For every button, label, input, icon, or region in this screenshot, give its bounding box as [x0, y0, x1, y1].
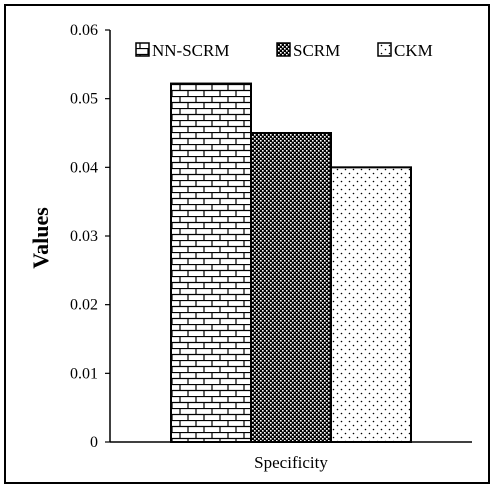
y-tick-label: 0.04	[70, 159, 98, 176]
bar-ckm	[330, 166, 412, 443]
legend-swatch-scrm	[276, 42, 291, 57]
bar-nn-scrm	[170, 82, 252, 443]
legend-label-nn-scrm: NN-SCRM	[152, 41, 229, 60]
y-axis-title: Values	[28, 207, 53, 269]
bars	[170, 82, 412, 443]
legend-label-scrm: SCRM	[293, 41, 340, 60]
y-tick-label: 0	[90, 434, 98, 451]
y-tick-label: 0.01	[70, 365, 98, 382]
y-tick-label: 0.05	[70, 91, 98, 108]
bar-scrm	[250, 132, 332, 443]
x-category-label: Specificity	[254, 453, 328, 472]
legend: NN-SCRM SCRM CKM	[135, 41, 433, 60]
y-tick-label: 0.06	[70, 22, 98, 39]
y-axis-ticks: 0 0.01 0.02 0.03 0.04 0.05 0.06	[70, 22, 110, 451]
legend-label-ckm: CKM	[394, 41, 433, 60]
legend-swatch-ckm	[377, 42, 392, 57]
y-tick-label: 0.02	[70, 297, 98, 314]
legend-swatch-nn-scrm	[135, 42, 150, 57]
y-tick-label: 0.03	[70, 228, 98, 245]
